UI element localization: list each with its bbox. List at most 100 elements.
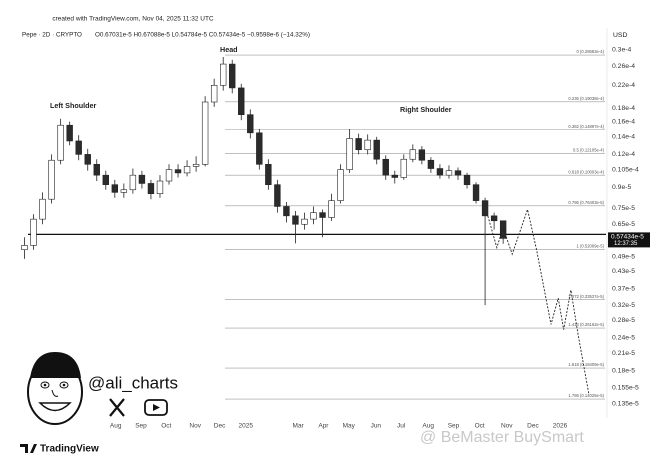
candle-body — [409, 149, 417, 160]
fib-label: 1.786 (0.14025e-5) — [568, 393, 604, 398]
candle-body — [39, 198, 46, 220]
y-tick-label: 0.18e-5 — [612, 367, 635, 374]
x-tick-label: Aug — [422, 423, 434, 430]
candle-body — [283, 206, 290, 217]
candle-body — [57, 124, 64, 161]
annotation: Head — [220, 45, 238, 54]
candle-body — [265, 164, 272, 185]
candle-body — [499, 220, 507, 239]
candle-body — [310, 212, 317, 220]
x-tick-label: Mar — [293, 423, 305, 430]
candle-body — [129, 174, 137, 191]
candle-body — [337, 169, 344, 201]
y-tick-label: 0.3e-4 — [612, 47, 631, 54]
y-tick-label: 0.21e-5 — [612, 350, 635, 357]
x-tick-label: Aug — [110, 423, 122, 430]
candle-body — [292, 215, 299, 225]
candle-body — [490, 215, 498, 222]
watermark: @ BeMaster BuySmart — [420, 429, 584, 446]
candle-body — [481, 200, 489, 217]
candle-body — [192, 164, 200, 167]
y-tick-label: 0.22e-4 — [612, 82, 635, 89]
candle-body — [238, 87, 245, 115]
candle-body — [391, 174, 398, 178]
candle-body — [382, 158, 389, 176]
fib-label: 0.382 (0.14897e-4) — [568, 124, 604, 129]
fib-label: 1.414 (0.26162e-5) — [568, 322, 604, 327]
last-price-box — [608, 232, 650, 248]
annotation: Right Shoulder — [400, 105, 452, 114]
candle-body — [454, 170, 462, 176]
candle-body — [220, 63, 227, 86]
candle-body — [21, 245, 28, 251]
candle-body — [436, 168, 444, 176]
fib-label: 1.618 (0.18409e-5) — [568, 362, 604, 367]
candle-body — [147, 183, 155, 195]
handle: @ali_charts — [88, 373, 178, 392]
x-tick-label: Jul — [397, 423, 406, 430]
y-tick-label: 0.28e-5 — [612, 317, 635, 324]
candle-body — [210, 84, 218, 103]
symbol: Pepe · 2D · CRYPTO — [22, 32, 82, 39]
created-note: created with TradingView.com, Nov 04, 20… — [52, 16, 214, 23]
y-tick-label: 0.14e-4 — [612, 134, 635, 141]
candle-body — [400, 158, 407, 178]
candle-body — [201, 101, 209, 165]
ohlc: O0.67031e-5 H0.67088e-5 L0.54784e-5 C0.5… — [95, 32, 310, 39]
candle-body — [472, 184, 480, 201]
x-tick-label: 2026 — [553, 423, 568, 430]
x-tick-label: Sep — [448, 423, 460, 430]
candle-body — [301, 218, 308, 225]
candle-body — [373, 139, 380, 160]
x-tick-label: Oct — [161, 423, 171, 430]
candle-body — [274, 184, 281, 207]
candle-body — [156, 180, 164, 195]
countdown: 12:37:35 — [614, 241, 638, 247]
fib-label: 0 (0.28683e-4) — [577, 49, 605, 54]
candle-body — [102, 174, 109, 185]
projection-path — [486, 207, 590, 395]
candle-body — [427, 159, 435, 169]
candle-body — [120, 189, 128, 193]
y-tick-label: 0.135e-5 — [612, 400, 639, 407]
fib-label: 1 (0.52069e-5) — [577, 244, 605, 249]
candle-body — [463, 174, 471, 185]
candle-body — [355, 138, 362, 151]
y-tick-label: 0.65e-5 — [612, 221, 635, 228]
candle-body — [93, 164, 100, 176]
x-tick-label: 2025 — [239, 423, 254, 430]
fib-label: 0.5 (0.12105e-4) — [573, 148, 605, 153]
fib-label: 0.618 (0.10003e-4) — [568, 169, 604, 174]
y-tick-label: 0.49e-5 — [612, 253, 635, 260]
candle-body — [165, 169, 173, 182]
candle-body — [66, 124, 73, 142]
candle-body — [445, 170, 453, 176]
x-tick-label: Dec — [214, 423, 226, 430]
fib-label: 0.786 (0.76403e-5) — [568, 200, 604, 205]
candle-body — [256, 132, 263, 165]
x-tick-label: Nov — [189, 423, 201, 430]
fib-label: 1.272 (0.33537e-5) — [568, 294, 604, 299]
x-tick-label: Sep — [135, 423, 147, 430]
candle-body — [30, 218, 37, 246]
y-tick-label: 0.37e-5 — [612, 285, 635, 292]
x-tick-label: Oct — [475, 423, 485, 430]
annotation: Left Shoulder — [50, 101, 97, 110]
y-tick-label: 0.12e-4 — [612, 151, 635, 158]
candle-body — [138, 174, 146, 184]
plot: 0.3e-4 0.26e-4 0.22e-4 0.18e-4 0.16e-4 0.14e-… — [21, 45, 639, 430]
y-tick-label: 0.155e-5 — [612, 385, 639, 392]
y-tick-label: 0.16e-4 — [612, 118, 635, 125]
tradingview-logo — [20, 444, 37, 453]
x-tick-label: Apr — [318, 423, 329, 430]
tradingview-text: TradingView — [40, 444, 99, 455]
candle-body — [229, 63, 236, 89]
y-tick-label: 0.43e-5 — [612, 268, 635, 275]
candle-body — [174, 169, 182, 174]
y-tick-label: 0.18e-4 — [612, 105, 635, 112]
candle-body — [418, 149, 426, 161]
y-tick-label: 0.26e-4 — [612, 63, 635, 70]
currency: USD — [613, 32, 627, 39]
avatar — [27, 352, 83, 425]
